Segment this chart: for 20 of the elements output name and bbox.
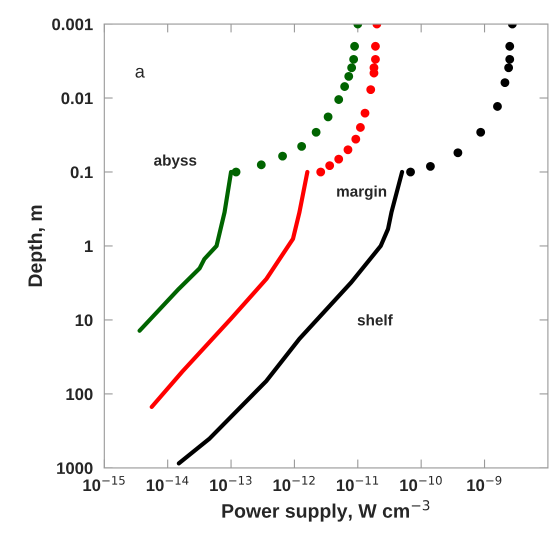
annotation: abyss — [154, 154, 196, 169]
y-tick-label: 0.1 — [70, 166, 93, 178]
y-tick-label: 1 — [84, 240, 93, 252]
x-tick-label: 10$^{−14}$ — [146, 476, 188, 492]
y-tick-label: 100 — [66, 388, 93, 400]
y-tick-label: 0.001 — [52, 18, 93, 30]
y-axis-title: Depth, m — [28, 206, 46, 286]
x-tick-label: 10$^{−11}$ — [336, 476, 378, 492]
annotation: a — [136, 68, 145, 78]
x-tick-label: 10$^{−12}$ — [274, 476, 315, 492]
x-tick-label: 10$^{−9}$ — [467, 476, 502, 492]
y-tick-label: 0.01 — [61, 92, 93, 104]
x-tick-label: 10$^{−15}$ — [83, 476, 125, 492]
y-tick-label: 10 — [76, 314, 93, 326]
annotation: margin — [337, 186, 386, 200]
x-tick-label: 10$^{−10}$ — [400, 476, 442, 492]
x-tick-label: 10$^{−13}$ — [210, 476, 252, 492]
y-tick-label: 1000 — [57, 462, 93, 474]
x-axis-title: Power supply, W cm$^{−3}$ — [222, 500, 430, 522]
annotation: shelf — [358, 314, 393, 326]
